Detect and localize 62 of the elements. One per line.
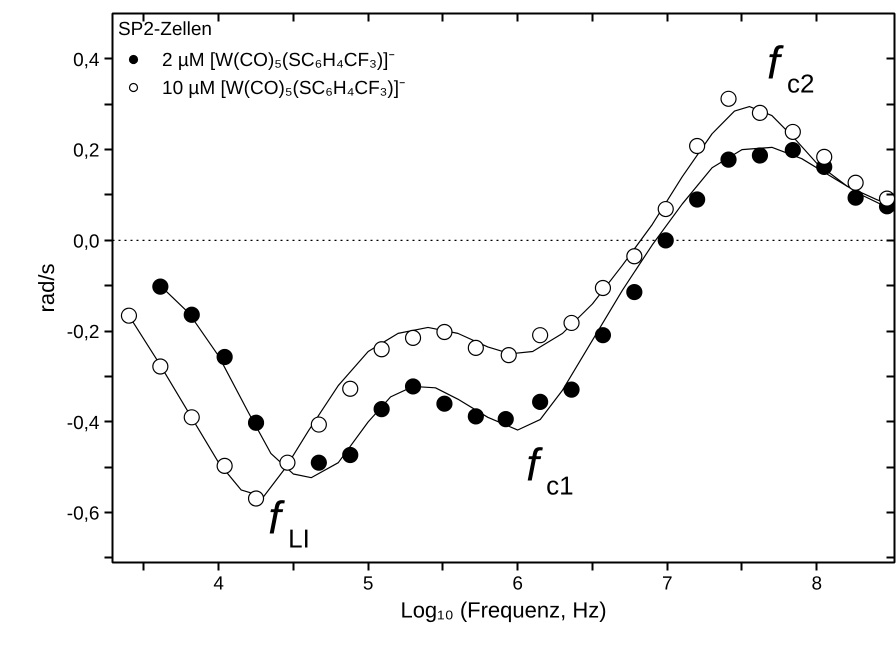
- point: [342, 446, 358, 464]
- point: [626, 248, 642, 264]
- point: [310, 416, 327, 433]
- point: [184, 306, 200, 323]
- y-tick-label: -0,4: [66, 412, 100, 434]
- point: [563, 314, 580, 332]
- point: [878, 190, 894, 207]
- point: [848, 174, 864, 191]
- y-axis-title: rad/s: [34, 264, 59, 312]
- point: [689, 191, 706, 208]
- point: [374, 341, 390, 358]
- x-tick-label: 6: [512, 574, 523, 594]
- point: [563, 382, 580, 398]
- point: [468, 340, 484, 356]
- point: [279, 454, 296, 471]
- point: [532, 327, 548, 344]
- point: [848, 190, 864, 206]
- point: [658, 200, 674, 218]
- x-tick-label: 8: [811, 574, 822, 594]
- point: [532, 394, 548, 410]
- point: [152, 278, 168, 295]
- legend-label: 2 µM [W(CO)₅(SC₆H₄CF₃)]⁻: [162, 49, 394, 72]
- point: [752, 147, 768, 164]
- point: [404, 378, 422, 395]
- point: [784, 142, 801, 158]
- point: [248, 490, 264, 507]
- point: [468, 408, 484, 424]
- point: [784, 124, 801, 140]
- point: [436, 396, 453, 412]
- point: [752, 104, 768, 121]
- y-tick-label: 0,4: [73, 50, 100, 71]
- point: [720, 152, 737, 168]
- y-tick-label: 0,0: [73, 231, 100, 252]
- x-tick-label: 4: [213, 574, 224, 594]
- x-axis-title: Log₁₀ (Frequenz, Hz): [400, 598, 607, 622]
- y-tick-label: 0,2: [73, 140, 100, 162]
- point: [626, 284, 642, 300]
- point: [594, 280, 612, 296]
- point: [436, 324, 453, 340]
- point: [374, 401, 390, 418]
- point: [689, 138, 706, 154]
- point: [500, 347, 517, 364]
- point: [248, 414, 264, 431]
- point: [720, 90, 737, 107]
- x-tick-label: 5: [362, 574, 374, 594]
- y-tick-label: -0,2: [66, 322, 100, 344]
- point: [342, 380, 358, 397]
- point: [658, 232, 674, 248]
- y-tick-label: -0,6: [66, 504, 100, 525]
- legend-label: 10 µM [W(CO)₅(SC₆H₄CF₃)]⁻: [162, 77, 406, 100]
- point: [216, 348, 233, 366]
- point: [498, 411, 514, 428]
- point: [120, 308, 138, 324]
- point: [184, 409, 200, 426]
- point: [310, 454, 327, 471]
- point: [216, 458, 233, 474]
- x-tick-label: 7: [662, 574, 673, 594]
- point: [404, 330, 422, 346]
- point: [594, 327, 612, 344]
- point: [816, 148, 832, 165]
- legend-title: SP2-Zellen: [118, 19, 213, 41]
- point: [152, 358, 168, 375]
